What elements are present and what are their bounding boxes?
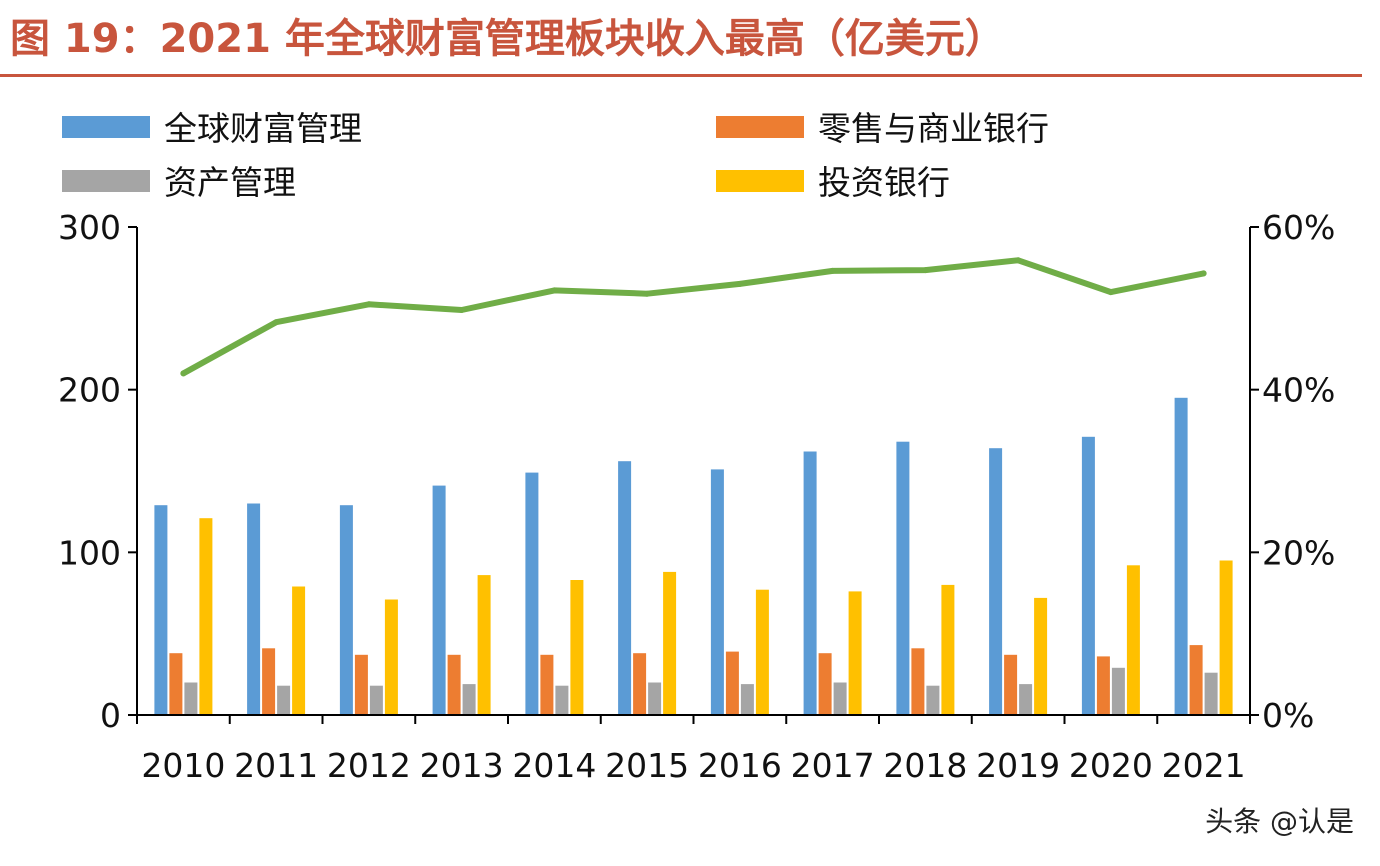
bar-2-2019 [1019, 684, 1033, 715]
bar-1-2011 [262, 648, 276, 715]
bar-0-2015 [618, 461, 632, 715]
right-tick-label: 20% [1262, 533, 1335, 572]
line-point-2014 [551, 287, 558, 294]
bar-3-2010 [199, 518, 213, 715]
legend-label-1: 零售与商业银行 [818, 109, 1049, 148]
bar-1-2019 [1004, 654, 1018, 715]
x-tick-label: 2010 [141, 746, 225, 785]
x-tick-label: 2019 [976, 746, 1060, 785]
bar-3-2018 [941, 584, 955, 715]
title-divider [0, 74, 1362, 77]
legend-swatch-3 [716, 170, 804, 192]
right-tick-label: 60% [1262, 208, 1335, 247]
left-tick-label: 100 [58, 533, 121, 572]
bar-2-2020 [1111, 667, 1125, 715]
legend-label-0: 全球财富管理 [164, 109, 362, 148]
bar-2-2017 [833, 682, 847, 715]
bar-3-2013 [477, 575, 491, 715]
legend-swatch-0 [62, 116, 150, 138]
bar-3-2014 [570, 580, 584, 715]
bar-1-2010 [169, 653, 183, 715]
bar-2-2011 [277, 685, 291, 715]
bar-2-2010 [184, 682, 198, 715]
bar-3-2021 [1219, 560, 1233, 715]
x-tick-label: 2016 [698, 746, 782, 785]
bar-0-2017 [803, 451, 817, 715]
right-tick-label: 0% [1262, 696, 1314, 735]
bar-1-2016 [725, 651, 739, 715]
bar-2-2014 [555, 685, 569, 715]
bar-3-2019 [1034, 597, 1048, 715]
x-tick-label: 2013 [420, 746, 504, 785]
bar-3-2017 [848, 591, 862, 715]
x-tick-label: 2018 [883, 746, 967, 785]
bar-0-2018 [896, 441, 910, 715]
legend-swatch-1 [716, 116, 804, 138]
bar-0-2021 [1174, 397, 1188, 715]
bar-0-2019 [989, 448, 1003, 715]
bar-0-2010 [154, 505, 168, 715]
line-marks [180, 257, 1207, 377]
line-series-0 [180, 257, 1207, 377]
figure-title: 图 19：2021 年全球财富管理板块收入最高（亿美元） [10, 16, 1005, 62]
left-tick-label: 300 [58, 208, 121, 247]
line-point-2010 [180, 370, 187, 377]
line-point-2019 [1015, 257, 1022, 264]
line-point-2017 [829, 267, 836, 274]
bar-2-2012 [369, 685, 383, 715]
legend-swatch-2 [62, 170, 150, 192]
bar-2-2015 [648, 682, 662, 715]
bar-3-2011 [292, 586, 306, 715]
x-tick-label: 2017 [791, 746, 875, 785]
bar-2-2021 [1204, 672, 1218, 715]
line-point-2021 [1200, 270, 1207, 277]
bar-0-2013 [432, 485, 446, 715]
legend-label-2: 资产管理 [164, 163, 296, 202]
bar-1-2012 [354, 654, 368, 715]
bar-2-2018 [926, 685, 940, 715]
watermark: 头条 @认是 [1205, 805, 1354, 838]
x-tick-label: 2021 [1162, 746, 1246, 785]
bar-0-2011 [247, 503, 261, 715]
bar-1-2013 [447, 654, 461, 715]
bar-3-2020 [1126, 565, 1140, 715]
x-tick-label: 2014 [512, 746, 596, 785]
legend-label-3: 投资银行 [818, 163, 950, 202]
bar-1-2021 [1189, 645, 1203, 715]
bar-0-2016 [710, 469, 724, 715]
line-point-2012 [365, 301, 372, 308]
bar-1-2015 [633, 653, 647, 715]
bar-2-2013 [462, 684, 476, 715]
bar-1-2018 [911, 648, 925, 715]
bar-0-2012 [339, 505, 353, 715]
bar-1-2014 [540, 654, 554, 715]
left-tick-label: 200 [58, 371, 121, 410]
line-point-2020 [1107, 289, 1114, 296]
x-tick-label: 2011 [234, 746, 318, 785]
line-point-2011 [273, 319, 280, 326]
line-point-2013 [458, 307, 465, 313]
bar-2-2016 [740, 684, 754, 715]
bar-3-2016 [755, 589, 769, 715]
x-tick-label: 2020 [1069, 746, 1153, 785]
bar-0-2020 [1081, 436, 1095, 715]
left-tick-label: 0 [100, 696, 121, 735]
line-point-2018 [922, 267, 929, 274]
bar-marks [154, 397, 1233, 715]
line-point-2016 [736, 280, 743, 287]
bar-1-2020 [1096, 656, 1110, 715]
bar-1-2017 [818, 653, 832, 715]
bar-0-2014 [525, 472, 539, 715]
bar-3-2012 [384, 599, 398, 715]
line-point-2015 [644, 290, 651, 297]
right-tick-label: 40% [1262, 371, 1335, 410]
x-tick-label: 2012 [327, 746, 411, 785]
bar-3-2015 [663, 571, 677, 715]
x-tick-label: 2015 [605, 746, 689, 785]
